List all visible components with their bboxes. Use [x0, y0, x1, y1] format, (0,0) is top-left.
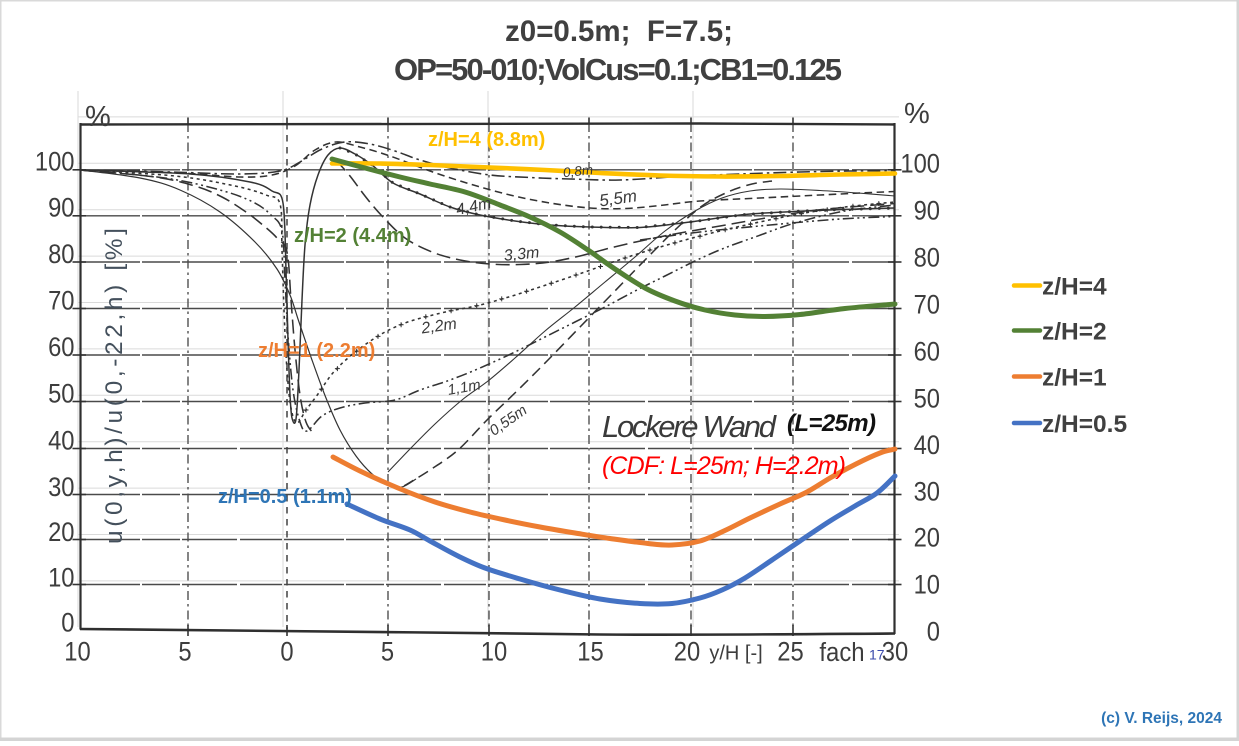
svg-text:%: % [904, 98, 930, 130]
svg-text:40: 40 [48, 426, 74, 456]
svg-text:30: 30 [882, 637, 908, 667]
svg-text:17: 17 [869, 647, 885, 663]
svg-text:100: 100 [900, 149, 940, 179]
svg-text:70: 70 [48, 286, 74, 316]
svg-text:10: 10 [64, 637, 90, 667]
svg-text:5: 5 [381, 637, 394, 667]
svg-text:80: 80 [48, 240, 74, 270]
svg-text:(CDF: L=25m; H=2.2m): (CDF: L=25m; H=2.2m) [602, 452, 846, 480]
svg-text:20: 20 [48, 518, 74, 548]
svg-text:15: 15 [577, 637, 603, 667]
svg-text:0: 0 [61, 608, 74, 638]
svg-text:70: 70 [914, 290, 940, 320]
svg-text:z/H=4: z/H=4 [1042, 274, 1107, 301]
svg-text:90: 90 [48, 193, 74, 223]
svg-text:u(0,y,h)/u(0,-22,h) [%]: u(0,y,h)/u(0,-22,h) [%] [101, 228, 128, 544]
svg-text:Lockere Wand: Lockere Wand [602, 409, 778, 444]
svg-text:z/H=0.5 (1.1m): z/H=0.5 (1.1m) [218, 486, 352, 508]
svg-text:20: 20 [914, 523, 940, 553]
svg-text:z0=0.5m; F=7.5;: z0=0.5m; F=7.5; [505, 15, 733, 48]
svg-text:60: 60 [48, 333, 74, 363]
svg-text:25: 25 [777, 637, 803, 667]
svg-text:0: 0 [927, 617, 940, 647]
svg-text:40: 40 [914, 431, 940, 461]
svg-text:z/H=2: z/H=2 [1042, 319, 1107, 346]
svg-text:10: 10 [48, 563, 74, 593]
svg-text:(L=25m): (L=25m) [787, 410, 876, 437]
svg-text:90: 90 [914, 196, 940, 226]
svg-text:10: 10 [481, 637, 507, 667]
svg-text:0,8m: 0,8m [562, 162, 593, 180]
svg-text:(c) V. Reijs, 2024: (c) V. Reijs, 2024 [1101, 710, 1222, 727]
svg-text:30: 30 [914, 477, 940, 507]
svg-text:y/H [-]: y/H [-] [709, 643, 762, 665]
svg-text:5: 5 [178, 637, 191, 667]
svg-text:30: 30 [48, 473, 74, 503]
svg-text:z/H=0.5: z/H=0.5 [1042, 411, 1127, 438]
svg-text:OP=50-010;VolCus=0.1;CB1=0.125: OP=50-010;VolCus=0.1;CB1=0.125 [394, 52, 842, 87]
svg-text:0: 0 [280, 637, 293, 667]
svg-text:%: % [85, 101, 111, 133]
svg-text:50: 50 [48, 379, 74, 409]
svg-text:z/H=2 (4.4m): z/H=2 (4.4m) [294, 225, 411, 247]
svg-text:100: 100 [35, 147, 75, 177]
svg-text:z/H=1 (2.2m): z/H=1 (2.2m) [258, 340, 375, 362]
svg-text:80: 80 [914, 243, 940, 273]
svg-text:50: 50 [914, 384, 940, 414]
svg-text:fach: fach [819, 638, 864, 667]
svg-text:10: 10 [914, 570, 940, 600]
svg-text:20: 20 [674, 637, 700, 667]
svg-text:z/H=1: z/H=1 [1042, 365, 1107, 392]
svg-text:60: 60 [914, 337, 940, 367]
svg-text:z/H=4 (8.8m): z/H=4 (8.8m) [428, 129, 545, 151]
